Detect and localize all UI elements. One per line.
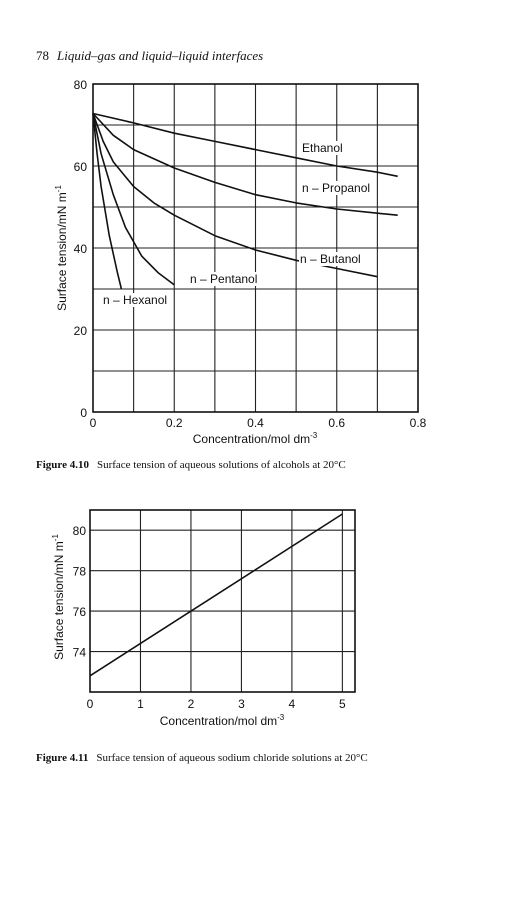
y-tick-label: 0 — [80, 406, 87, 420]
series-line-hexanol — [92, 113, 123, 290]
x-tick-label: 1 — [137, 697, 144, 711]
y-tick-label: 20 — [74, 324, 88, 338]
x-tick-label: 5 — [339, 697, 346, 711]
x-tick-label: 4 — [289, 697, 296, 711]
y-tick-label: 78 — [73, 565, 87, 579]
figure-4-11-caption-text: Surface tension of aqueous sodium chlori… — [96, 752, 368, 764]
series-label-hexanol: n – Hexanol — [103, 293, 167, 307]
figure-4-11-label: Figure 4.11 — [36, 752, 89, 764]
y-tick-label: 80 — [74, 78, 88, 92]
series-label-background — [189, 272, 259, 286]
series-label-background — [301, 141, 344, 155]
page-header: 78 Liquid–gas and liquid–liquid interface… — [36, 48, 263, 64]
x-axis-label: Concentration/mol dm-3 — [193, 431, 318, 446]
series-label-ethanol: Ethanol — [302, 141, 343, 155]
x-tick-label: 2 — [188, 697, 195, 711]
x-tick-label: 0.6 — [328, 416, 345, 430]
series-line-propanol — [92, 112, 398, 216]
series-line-nacl — [89, 513, 343, 677]
x-tick-label: 0 — [87, 697, 94, 711]
x-tick-label: 3 — [238, 697, 245, 711]
y-tick-label: 80 — [73, 524, 87, 538]
series-label-background — [301, 181, 372, 195]
y-tick-label: 74 — [73, 646, 87, 660]
figure-4-10-label: Figure 4.10 — [36, 459, 89, 471]
y-axis-label: Surface tension/mN m-1 — [51, 534, 66, 660]
page-number: 78 — [36, 48, 49, 63]
series-line-ethanol — [92, 112, 398, 178]
y-tick-label: 60 — [74, 160, 88, 174]
x-tick-label: 0 — [90, 416, 97, 430]
series-label-background — [299, 252, 362, 266]
y-axis-label: Surface tension/mN m-1 — [54, 185, 69, 311]
series-line-pentanol — [92, 113, 175, 286]
figure-4-10-caption: Figure 4.10 Surface tension of aqueous so… — [36, 459, 346, 471]
x-tick-label: 0.2 — [166, 416, 183, 430]
x-tick-label: 0.8 — [410, 416, 427, 430]
series-label-butanol: n – Butanol — [300, 252, 361, 266]
y-tick-label: 76 — [73, 605, 87, 619]
y-tick-label: 40 — [74, 242, 88, 256]
plot-frame — [89, 509, 356, 693]
figure-4-10-caption-text: Surface tension of aqueous solutions of … — [96, 459, 346, 471]
series-label-propanol: n – Propanol — [302, 181, 370, 195]
x-axis-label: Concentration/mol dm-3 — [160, 713, 285, 728]
running-title: Liquid–gas and liquid–liquid interfaces — [57, 48, 264, 63]
x-tick-label: 0.4 — [247, 416, 264, 430]
series-label-pentanol: n – Pentanol — [190, 272, 257, 286]
figure-4-11-caption: Figure 4.11 Surface tension of aqueous so… — [36, 752, 368, 764]
plot-frame — [92, 83, 419, 413]
series-label-background — [102, 293, 169, 307]
